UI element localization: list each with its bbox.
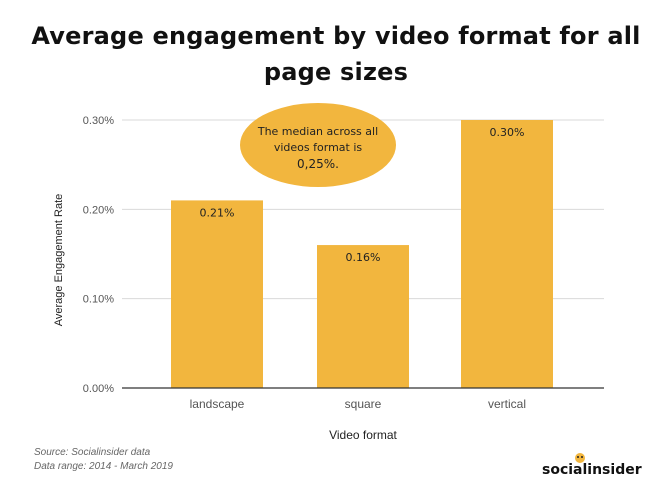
brand-name: socialinsider: [542, 462, 642, 478]
median-annotation-line-3: 0,25%.: [297, 157, 339, 171]
y-tick-label: 0.20%: [83, 204, 114, 216]
x-tick-label: square: [345, 397, 382, 411]
median-annotation-line-2: videos format is: [274, 141, 363, 154]
x-tick-label: vertical: [488, 397, 526, 411]
median-annotation-bubble: [240, 103, 396, 187]
source-text: Source: Socialinsider data: [34, 447, 151, 458]
x-axis-title: Video format: [329, 428, 397, 442]
bar-value-label: 0.30%: [490, 126, 525, 139]
bar-value-label: 0.16%: [346, 251, 381, 264]
brand-logo-icon: [575, 453, 585, 463]
chart-title-line-1: Average engagement by video format for a…: [31, 22, 641, 50]
source-note: Source: Socialinsider data Data range: 2…: [34, 446, 173, 474]
date-range-text: Data range: 2014 - March 2019: [34, 461, 173, 472]
y-axis-title: Average Engagement Rate: [53, 194, 65, 327]
bar-value-label: 0.21%: [200, 206, 235, 219]
bar: [317, 245, 409, 388]
median-annotation-line-1: The median across all: [257, 125, 378, 138]
x-tick-label: landscape: [190, 397, 245, 411]
bar: [171, 200, 263, 388]
chart-title-line-2: page sizes: [263, 58, 409, 86]
y-tick-label: 0.00%: [83, 383, 114, 395]
y-tick-label: 0.10%: [83, 294, 114, 306]
y-tick-label: 0.30%: [83, 115, 114, 127]
chart-title: Average engagement by video format for a…: [0, 18, 672, 90]
bar: [461, 120, 553, 388]
